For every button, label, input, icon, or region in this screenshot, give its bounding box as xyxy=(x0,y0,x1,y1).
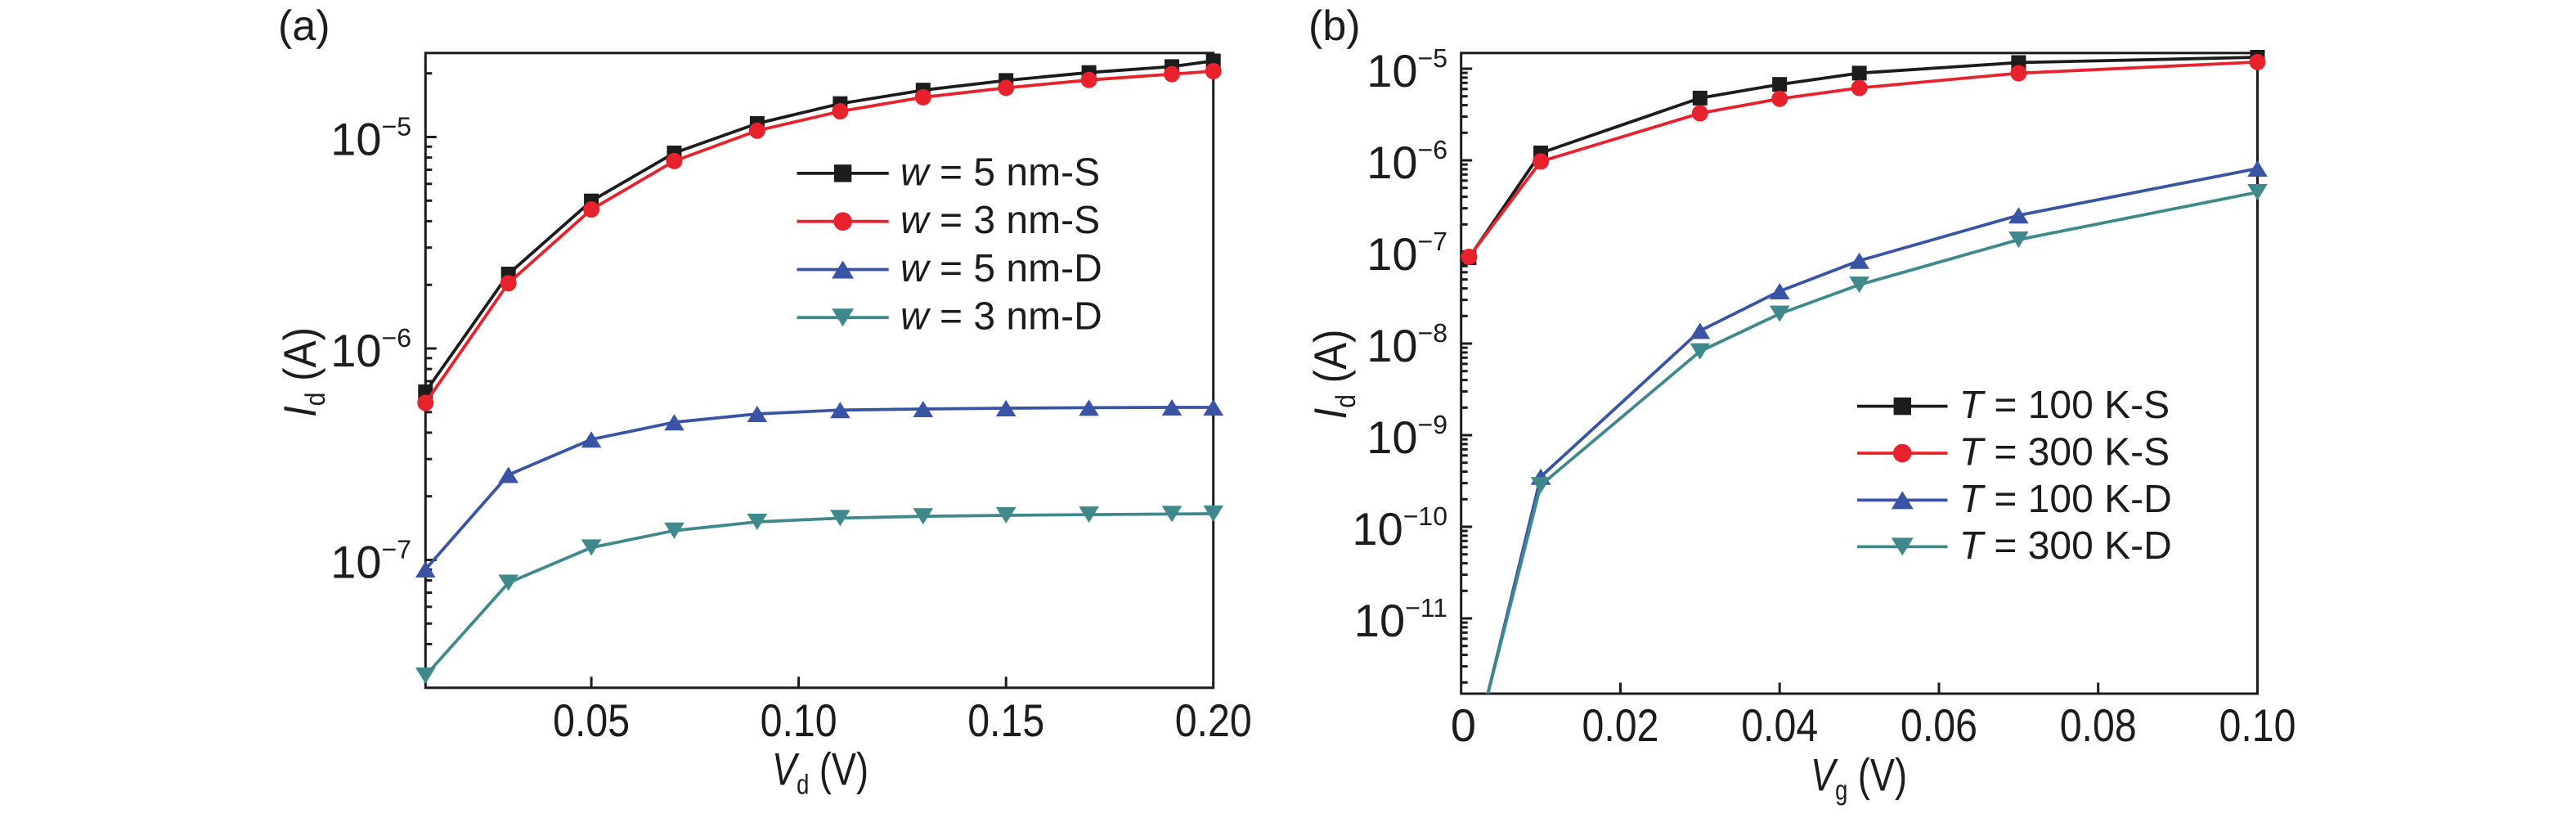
svg-text:T = 100 K-D: T = 100 K-D xyxy=(1959,478,2172,521)
svg-text:0.10: 0.10 xyxy=(2219,699,2296,751)
svg-text:Id (A): Id (A) xyxy=(1304,330,1362,420)
svg-text:T = 100 K-S: T = 100 K-S xyxy=(1959,384,2170,427)
svg-text:Vd (V): Vd (V) xyxy=(772,744,868,801)
svg-text:Id (A): Id (A) xyxy=(274,327,331,417)
svg-text:w = 5 nm-D: w = 5 nm-D xyxy=(900,247,1102,290)
svg-text:w = 3 nm-S: w = 3 nm-S xyxy=(900,199,1100,242)
svg-text:0.04: 0.04 xyxy=(1741,699,1818,751)
svg-text:0.02: 0.02 xyxy=(1582,699,1659,751)
svg-text:0: 0 xyxy=(1451,699,1476,751)
svg-text:0.06: 0.06 xyxy=(1901,699,1977,751)
svg-text:T = 300 K-S: T = 300 K-S xyxy=(1959,431,2170,474)
svg-text:(b): (b) xyxy=(1308,2,1361,50)
svg-text:0.05: 0.05 xyxy=(553,694,630,746)
svg-text:10−9: 10−9 xyxy=(1367,410,1447,463)
svg-text:(a): (a) xyxy=(278,2,330,50)
svg-text:w = 5 nm-S: w = 5 nm-S xyxy=(900,151,1100,194)
svg-text:T = 300 K-D: T = 300 K-D xyxy=(1959,524,2172,568)
svg-text:0.08: 0.08 xyxy=(2060,699,2137,751)
svg-text:0.20: 0.20 xyxy=(1175,694,1252,746)
svg-text:0.15: 0.15 xyxy=(967,694,1044,746)
svg-text:0.10: 0.10 xyxy=(761,694,837,746)
svg-text:Vg (V): Vg (V) xyxy=(1811,749,1907,807)
svg-text:w = 3 nm-D: w = 3 nm-D xyxy=(900,295,1102,339)
